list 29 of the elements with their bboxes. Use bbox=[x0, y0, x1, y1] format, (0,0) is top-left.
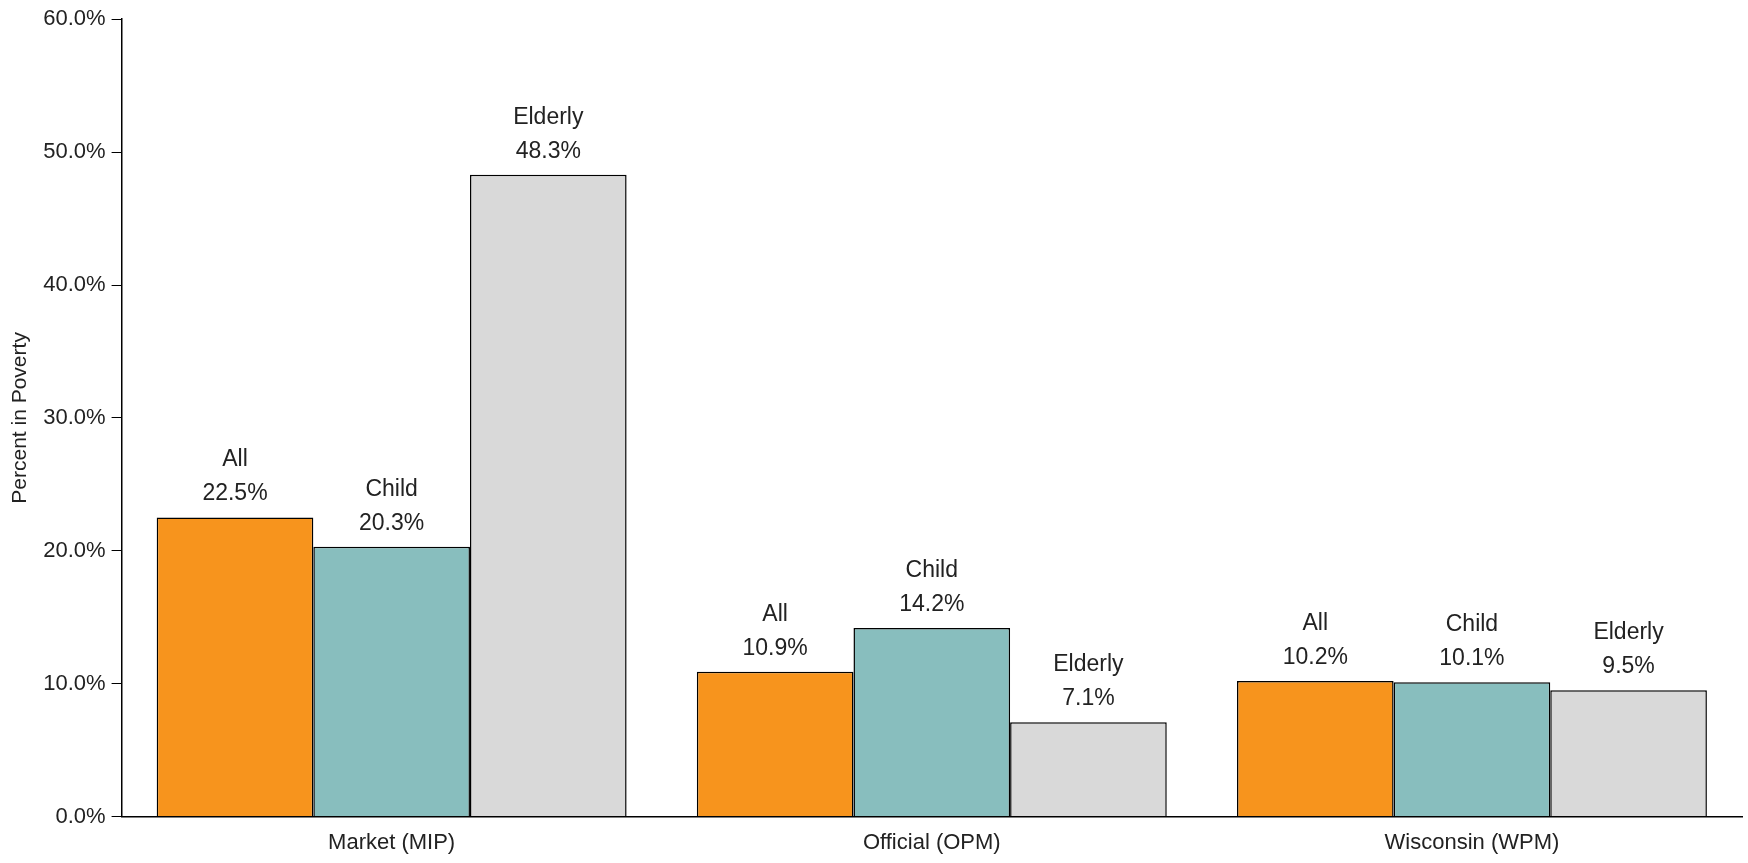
y-axis-title: Percent in Poverty bbox=[7, 331, 31, 504]
text: All bbox=[762, 599, 788, 626]
data-label: 10.2% bbox=[1282, 642, 1348, 669]
y-tick-label: 10.0% bbox=[43, 669, 106, 695]
text: All bbox=[222, 445, 248, 472]
data-label: 22.5% bbox=[202, 479, 268, 506]
x-tick-label: Wisconsin (WPM) bbox=[1384, 828, 1560, 854]
data-label: 10.1% bbox=[1439, 644, 1505, 671]
x-tick-label: Official (OPM) bbox=[862, 828, 1001, 854]
data-label: 7.1% bbox=[1062, 684, 1115, 711]
y-tick-label: 60.0% bbox=[43, 5, 106, 31]
data-label: 14.2% bbox=[899, 589, 965, 616]
data-label: 48.3% bbox=[515, 136, 581, 163]
data-label: 9.5% bbox=[1602, 652, 1655, 679]
text: Child bbox=[365, 474, 418, 501]
text: Elderly bbox=[1593, 618, 1664, 645]
text: All bbox=[1302, 608, 1329, 635]
data-label: 20.3% bbox=[359, 508, 425, 535]
y-tick-label: 40.0% bbox=[43, 271, 106, 297]
y-tick-label: 30.0% bbox=[43, 403, 106, 429]
y-tick-label: 50.0% bbox=[43, 138, 106, 164]
data-label: 10.9% bbox=[742, 633, 808, 660]
y-tick-label: 20.0% bbox=[43, 536, 106, 562]
x-tick-label: Market (MIP) bbox=[328, 828, 456, 854]
text: Child bbox=[1445, 610, 1499, 637]
y-tick-label: 0.0% bbox=[55, 802, 106, 828]
text: Elderly bbox=[513, 102, 584, 129]
text: Elderly bbox=[1053, 650, 1124, 677]
text: Child bbox=[905, 555, 958, 582]
